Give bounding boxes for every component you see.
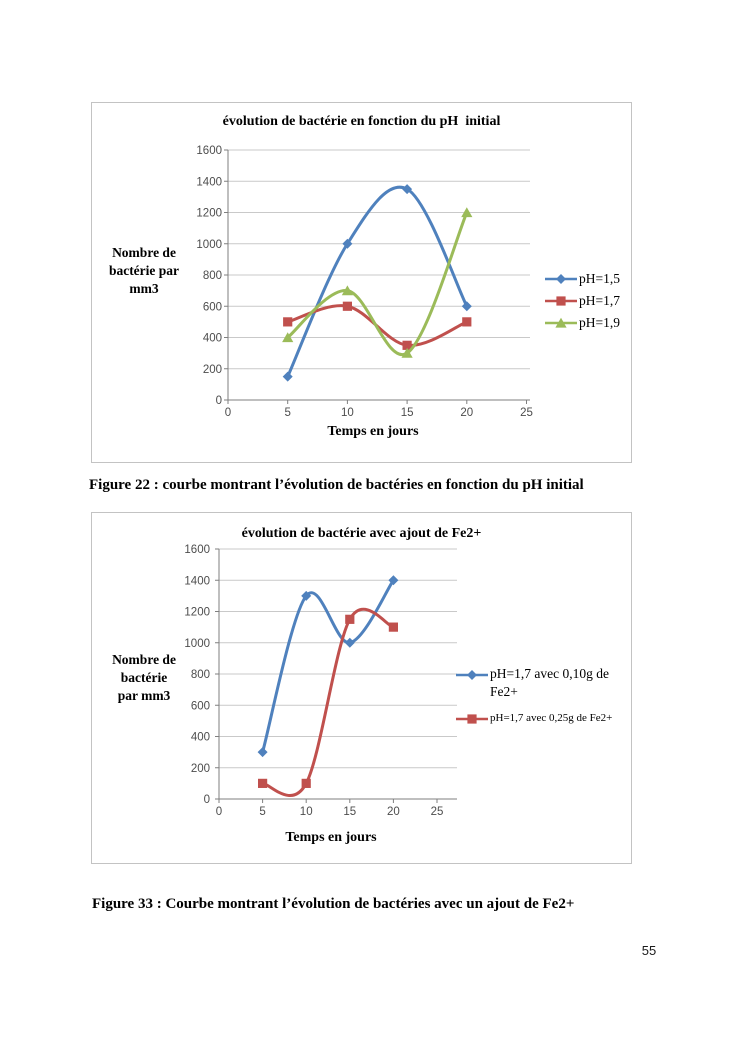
series-marker-triangle: [461, 207, 473, 218]
y-axis-label: Nombre de bactérie par mm3: [96, 244, 192, 298]
x-tick-label: 5: [284, 407, 290, 419]
y-tick-label: 800: [191, 669, 210, 681]
y-tick-label: 600: [191, 700, 210, 712]
series-marker-diamond: [402, 184, 413, 195]
x-tick-label: 10: [341, 407, 354, 419]
chart-legend: pH=1,5 pH=1,7 pH=1,9: [545, 269, 620, 332]
legend-label: pH=1,7 avec 0,25g de Fe2+: [490, 712, 613, 724]
series-marker-square: [283, 317, 293, 327]
series-marker-square: [258, 778, 268, 788]
x-tick-label: 5: [259, 806, 265, 818]
legend-label: pH=1,5: [579, 271, 620, 286]
y-axis-label-line: mm3: [129, 281, 159, 296]
x-tick-label: 0: [225, 407, 231, 419]
x-axis-label: Temps en jours: [285, 830, 377, 845]
x-tick-label: 20: [460, 407, 473, 419]
series-marker-diamond: [344, 637, 355, 648]
x-tick-label: 20: [387, 806, 400, 818]
series-marker-square: [462, 317, 472, 327]
y-tick-label: 400: [191, 732, 210, 744]
x-tick-label: 15: [343, 806, 356, 818]
series-marker-square: [556, 295, 566, 306]
series-marker-square: [388, 622, 398, 632]
y-tick-label: 1600: [196, 145, 222, 157]
series-marker-diamond: [388, 575, 399, 586]
series-marker-diamond: [467, 670, 477, 680]
chart-plot-svg: 0 200 400 600 800 1000 1200 1400 1600 0 5 10 15 20 25: [196, 145, 533, 419]
y-tick-label: 1000: [184, 638, 210, 650]
y-tick-label: 1000: [196, 239, 222, 251]
y-tick-label: 1400: [184, 575, 210, 587]
y-tick-label: 1400: [196, 176, 222, 188]
legend-entry: pH=1,7 avec 0,10g de Fe2+: [456, 665, 628, 701]
series-line: [261, 607, 395, 798]
legend-label: pH=1,7 avec 0,10g de Fe2+: [490, 666, 609, 699]
legend-marker-triangle-icon: [545, 316, 577, 330]
y-tick-label: 0: [204, 794, 210, 806]
y-tick-label: 0: [216, 395, 222, 407]
series-marker-square: [342, 301, 352, 311]
legend-entry: pH=1,7: [545, 291, 620, 310]
legend-marker-diamond-icon: [545, 272, 577, 286]
series-marker-triangle: [401, 347, 413, 358]
x-tick-label: 0: [216, 806, 222, 818]
y-tick-label: 1200: [184, 607, 210, 619]
y-tick-label: 1200: [196, 208, 222, 220]
legend-marker-square-icon: [545, 294, 577, 308]
series-line: [261, 578, 395, 754]
legend-marker-diamond-icon: [456, 668, 488, 682]
series-marker-triangle: [341, 285, 353, 296]
x-tick-label: 10: [300, 806, 313, 818]
legend-entry: pH=1,9: [545, 313, 620, 332]
legend-marker-square-icon: [456, 712, 488, 726]
series-marker-triangle: [282, 332, 294, 343]
series-marker-square: [345, 614, 355, 624]
x-axis-label: Temps en jours: [327, 424, 419, 439]
series-marker-triangle: [555, 317, 567, 328]
x-tick-label: 15: [401, 407, 414, 419]
y-tick-label: 1600: [184, 544, 210, 556]
page-number: 55: [641, 943, 657, 958]
series-marker-square: [402, 340, 412, 350]
series-line: [286, 185, 469, 379]
x-tick-label: 25: [520, 407, 533, 419]
series-marker-square: [301, 778, 311, 788]
y-tick-label: 200: [191, 763, 210, 775]
legend-entry: pH=1,7 avec 0,25g de Fe2+: [456, 709, 628, 728]
y-axis-label-line: bactérie: [120, 670, 168, 685]
figure-22-caption: Figure 22 : courbe montrant l’évolution …: [89, 477, 584, 493]
y-axis-label-line: Nombre de: [112, 652, 176, 667]
y-axis-label-line: par mm3: [117, 688, 171, 703]
series-marker-diamond: [301, 590, 312, 601]
y-tick-label: 600: [203, 301, 222, 313]
series-marker-diamond: [342, 238, 353, 249]
chart-title: évolution de bactérie avec ajout de Fe2+: [241, 526, 482, 541]
series-marker-diamond: [257, 747, 268, 758]
figure-33-caption: Figure 33 : Courbe montrant l’évolution …: [92, 896, 575, 912]
y-axis-label: Nombre de bactérie par mm3: [96, 651, 192, 705]
y-tick-label: 800: [203, 270, 222, 282]
legend-label: pH=1,9: [579, 315, 620, 330]
chart-figure-ph-initial: évolution de bactérie en fonction du pH …: [91, 102, 632, 463]
series-marker-diamond: [556, 273, 566, 284]
series-marker-diamond: [461, 301, 472, 312]
y-tick-label: 200: [203, 364, 222, 376]
y-tick-label: 400: [203, 333, 222, 345]
chart-legend: pH=1,7 avec 0,10g de Fe2+ pH=1,7 avec 0,…: [456, 665, 628, 728]
legend-label: pH=1,7: [579, 293, 620, 308]
series-line: [286, 211, 469, 357]
series-marker-square: [467, 713, 477, 724]
chart-title: évolution de bactérie en fonction du pH …: [222, 114, 501, 129]
series-marker-diamond: [282, 371, 293, 382]
x-tick-label: 25: [431, 806, 444, 818]
y-axis-label-line: bactérie par: [108, 263, 180, 278]
chart-plot-svg: 0 200 400 600 800 1000 1200 1400 1600 0 5 10 15 20 25: [184, 544, 457, 818]
chart-figure-fe2-ajout: évolution de bactérie avec ajout de Fe2+…: [91, 512, 632, 864]
legend-entry: pH=1,5: [545, 269, 620, 288]
y-axis-label-line: Nombre de: [112, 245, 176, 260]
